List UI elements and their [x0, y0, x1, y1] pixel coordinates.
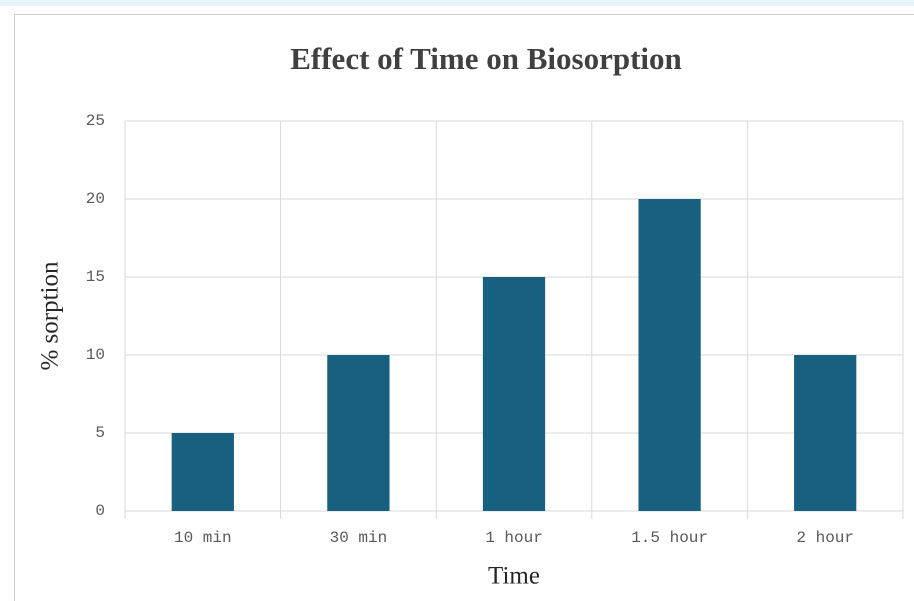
x-axis-title: Time — [488, 563, 540, 590]
y-tick-label: 0 — [95, 502, 105, 520]
x-tick-label: 30 min — [330, 529, 388, 547]
bar — [327, 355, 390, 511]
y-tick-label: 20 — [86, 190, 105, 208]
y-axis-title: % sorption — [37, 261, 64, 371]
top-strip — [0, 0, 914, 6]
chart-frame — [14, 14, 914, 601]
bar — [171, 433, 234, 511]
x-tick-label: 1 hour — [485, 529, 543, 547]
y-tick-label: 15 — [86, 268, 105, 286]
y-tick-label: 25 — [86, 112, 105, 130]
chart-title: Effect of Time on Biosorption — [290, 41, 682, 76]
x-tick-label: 2 hour — [796, 529, 854, 547]
y-tick-label: 5 — [95, 424, 105, 442]
bar — [794, 355, 857, 511]
x-tick-label: 1.5 hour — [631, 529, 708, 547]
bar — [482, 277, 546, 511]
y-tick-label: 10 — [86, 346, 105, 364]
bar — [638, 199, 701, 511]
x-tick-label: 10 min — [174, 529, 232, 547]
